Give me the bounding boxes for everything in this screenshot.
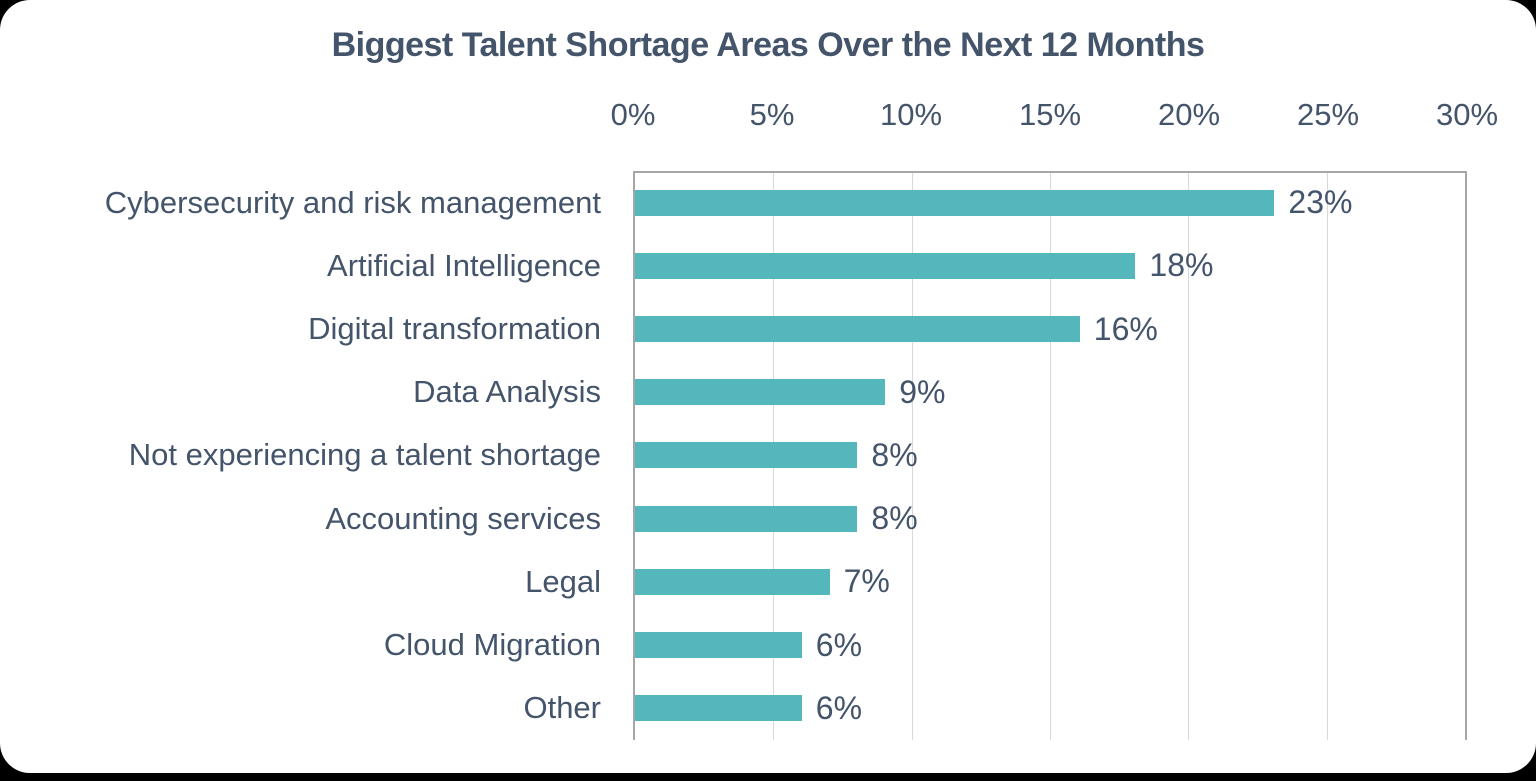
category-label: Cybersecurity and risk management [104,184,601,220]
category-label: Legal [525,563,601,599]
category-label: Artificial Intelligence [327,247,601,283]
bar [635,189,1275,216]
chart-title: Biggest Talent Shortage Areas Over the N… [331,26,1205,64]
x-axis-tick-label: 25% [1296,97,1360,132]
bar-row: 16% [635,297,1465,360]
y-axis-category-labels: Cybersecurity and risk management Artific… [0,171,601,740]
x-axis: 0% 5% 10% 15% 20% 25% 30% [0,97,1536,137]
bar [635,379,886,406]
bar-row: 7% [635,550,1465,613]
x-axis-tick-label: 30% [1435,97,1499,132]
category-label: Cloud Migration [383,627,601,663]
value-label: 8% [871,500,918,537]
category-label: Digital transformation [308,311,601,347]
category-label: Data Analysis [413,374,601,410]
bar [635,695,802,722]
value-label: 8% [871,436,918,473]
category-label: Not experiencing a talent shortage [128,437,601,473]
bar [635,505,858,532]
bar [635,568,830,595]
x-axis-tick-label: 15% [1018,97,1082,132]
value-label: 6% [815,626,863,663]
value-label: 9% [899,373,946,410]
value-label: 23% [1288,184,1353,221]
bar-row: 8% [635,487,1465,550]
bar-row: 23% [635,171,1465,234]
value-label: 7% [843,563,890,600]
bar [635,316,1080,343]
bar-row: 8% [635,424,1465,487]
x-axis-tick-label: 20% [1157,97,1221,132]
value-label: 18% [1149,247,1214,284]
gridline [1326,173,1328,740]
value-label: 16% [1093,310,1158,347]
bar-row: 6% [635,677,1465,740]
category-label: Accounting services [325,500,601,536]
bar [635,632,802,659]
gridline [911,173,913,740]
bar [635,252,1136,279]
bar-row: 6% [635,614,1465,677]
x-axis-tick-label: 0% [610,97,656,132]
bar-row: 18% [635,234,1465,297]
x-axis-tick-label: 5% [749,97,795,132]
bar-row: 9% [635,361,1465,424]
bar [635,442,858,469]
x-axis-tick-label: 10% [879,97,943,132]
gridline [1188,173,1190,740]
category-label: Other [523,690,601,726]
plot-area: 23% 18% 16% 9% 8% 8% 7% 6% 6% [633,171,1467,740]
gridline [1050,173,1051,740]
value-label: 6% [815,689,863,726]
